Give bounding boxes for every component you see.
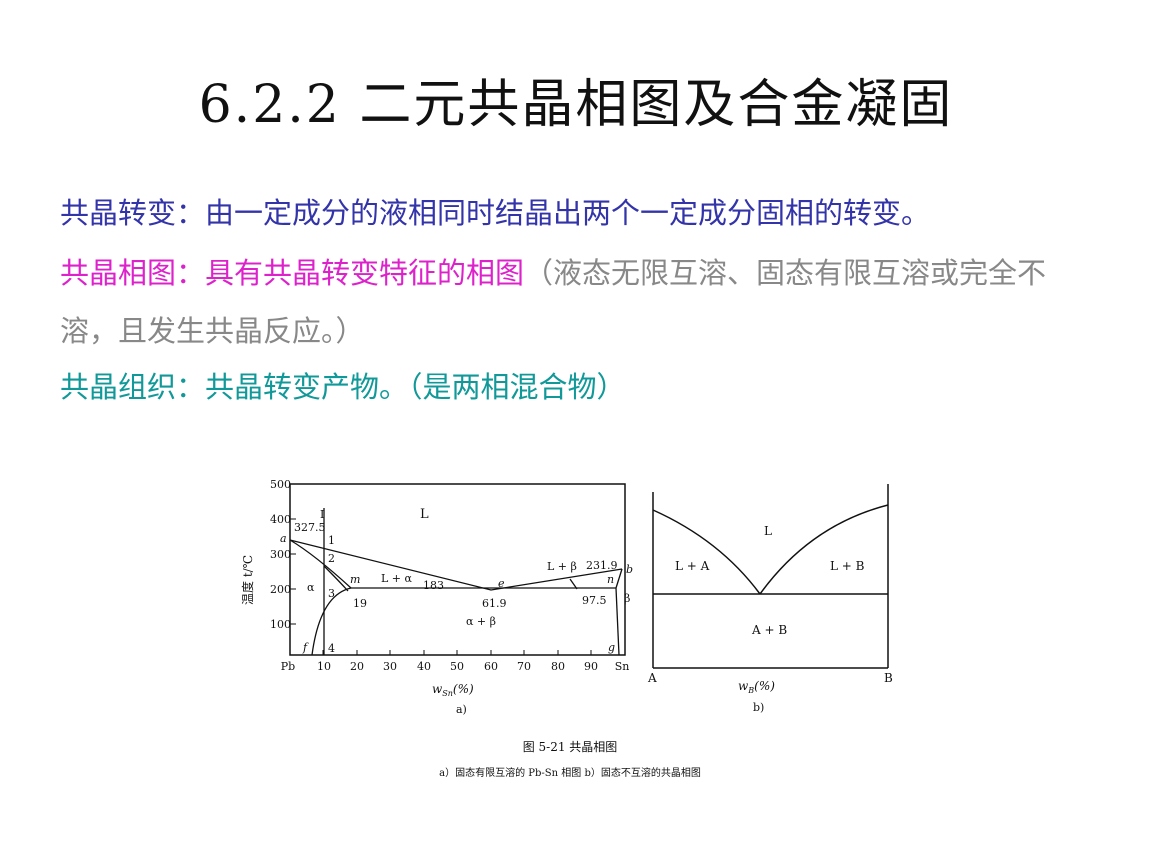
eutectic-structure-definition: 共晶组织：共晶转变产物。（是两相混合物） [60, 370, 626, 404]
point-3: 3 [328, 587, 335, 600]
point-f: f [302, 641, 309, 654]
y-tick: 500 [270, 478, 291, 491]
point-g: g [608, 641, 615, 654]
leader-line [569, 578, 578, 590]
figure-caption: 图 5-21 共晶相图 [523, 740, 618, 754]
cooling-path [323, 565, 349, 592]
x-tick: Sn [615, 660, 630, 673]
point-1: 1 [328, 534, 335, 547]
comp-19: 19 [353, 597, 367, 610]
eutectic-transformation-definition: 共晶转变：由一定成分的液相同时结晶出两个一定成分固相的转变。 [60, 196, 931, 230]
eutectic-diagram-term: 共晶相图：具有共晶转变特征的相图 [60, 256, 525, 290]
comp-61-9: 61.9 [482, 597, 507, 610]
slide-title: 6.2.2 二元共晶相图及合金凝固 [198, 75, 954, 135]
label-alpha-beta: α + β [466, 615, 496, 628]
point-b: b [626, 563, 633, 576]
y-tick: 400 [270, 513, 291, 526]
label-L-b: L [764, 524, 772, 538]
liquidus-B [759, 504, 889, 595]
diagram-a: 500 400 300 200 100 温度 t/℃ Pb 10 20 30 4… [240, 478, 633, 716]
figure-subcaption: a）固态有限互溶的 Pb-Sn 相图 b）固态不互溶的共晶相图 [439, 766, 701, 779]
panel-a-label: a) [456, 703, 467, 716]
x-tick: 70 [517, 660, 531, 673]
y-axis-label: 温度 t/℃ [240, 555, 255, 605]
y-tick: 100 [270, 618, 291, 631]
label-B: B [884, 671, 893, 685]
x-tick: 50 [450, 660, 464, 673]
x-tick: Pb [281, 660, 295, 673]
eutectic-diagram-definition: 共晶相图：具有共晶转变特征的相图（液态无限互溶、固态有限互溶或完全不溶，且发生共… [60, 244, 1100, 360]
phase-diagram-figure: 500 400 300 200 100 温度 t/℃ Pb 10 20 30 4… [220, 470, 920, 790]
x-tick: 40 [417, 660, 431, 673]
liquidus-A [652, 509, 761, 595]
diagram-b: L L + A L + B A + B A B wB(%) b) [647, 484, 893, 714]
label-L-beta: L + β [547, 560, 577, 573]
alpha-solvus [311, 587, 352, 656]
label-alpha: α [307, 581, 315, 594]
beta-solidus [615, 568, 623, 589]
x-tick: 30 [383, 660, 397, 673]
label-L-B: L + B [830, 559, 865, 573]
label-L-alpha: L + α [381, 572, 413, 585]
x-axis-label: wSn(%) [432, 682, 474, 698]
label-A-B: A + B [751, 623, 787, 637]
point-e: e [498, 577, 505, 590]
comp-97-5: 97.5 [582, 594, 607, 607]
label-beta: β [624, 592, 630, 605]
point-4: 4 [328, 642, 335, 655]
panel-b-label: b) [753, 701, 764, 714]
point-2: 2 [328, 552, 335, 565]
beta-solvus [615, 587, 620, 656]
label-A: A [647, 671, 657, 685]
y-tick: 200 [270, 583, 291, 596]
x-tick: 20 [350, 660, 364, 673]
point-a: a [280, 532, 287, 545]
x-tick: 80 [551, 660, 565, 673]
liquidus-line [289, 539, 623, 591]
x-tick: 90 [584, 660, 598, 673]
phase-diagram-svg: 500 400 300 200 100 温度 t/℃ Pb 10 20 30 4… [240, 478, 893, 779]
label-L-A: L + A [675, 559, 710, 573]
x-tick: 60 [484, 660, 498, 673]
temp-231-9: 231.9 [586, 559, 618, 572]
eutectic-diagram-note: （液态无限互溶、固态有限互溶或完全不溶，且发生共晶反应。） [60, 256, 1047, 348]
alloy-I-label: I [320, 508, 324, 521]
alpha-solidus [289, 539, 352, 589]
point-m: m [350, 573, 360, 586]
x-tick: 10 [317, 660, 331, 673]
label-L: L [420, 507, 429, 522]
y-tick: 300 [270, 548, 291, 561]
point-n: n [607, 573, 614, 586]
x-axis-label-b: wB(%) [738, 679, 775, 695]
temp-327-5: 327.5 [294, 521, 326, 534]
temp-183: 183 [423, 579, 444, 592]
